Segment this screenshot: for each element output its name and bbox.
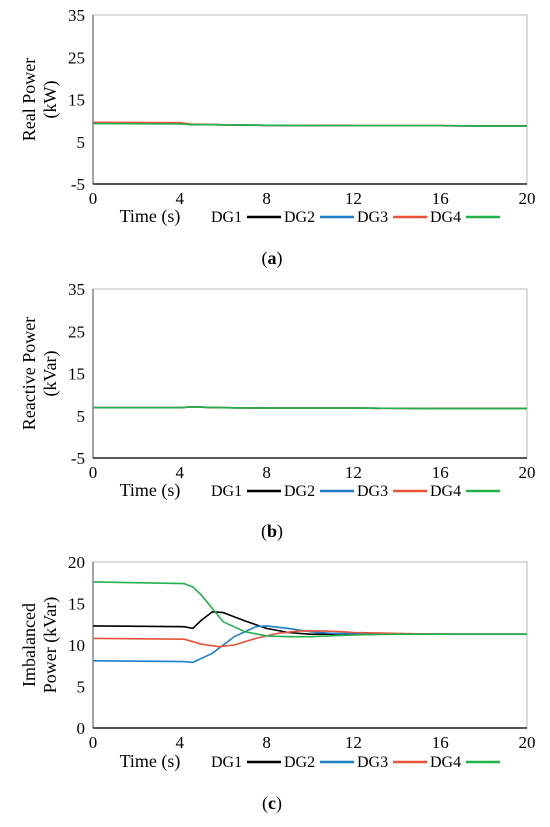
x-tick-label: 4 [176, 189, 185, 208]
panel-label-letter: c [268, 793, 276, 813]
legend-label-dg1: DG1 [211, 483, 242, 500]
legend-label-dg1: DG1 [211, 754, 242, 771]
y-tick-label: 0 [77, 719, 86, 738]
panel-label-close: ) [277, 521, 283, 542]
y-tick-label: 15 [68, 365, 85, 384]
panel-label-close: ) [277, 248, 283, 269]
x-axis-label: Time (s) [120, 206, 181, 227]
y-tick-label: 10 [68, 636, 85, 655]
panel-label-letter: a [268, 248, 277, 268]
x-tick-label: 12 [345, 463, 362, 482]
panel-label-letter: b [267, 521, 277, 541]
series-line-dg4 [92, 581, 527, 638]
y-tick-label: 5 [77, 133, 86, 152]
legend-label-dg4: DG4 [430, 483, 461, 500]
panel-label-close: ) [276, 793, 282, 814]
y-tick-label: -5 [71, 449, 85, 468]
series-line-dg3 [92, 630, 527, 648]
x-tick-label: 8 [262, 733, 271, 752]
y-tick-label: 5 [77, 407, 86, 426]
y-axis-label-line: Reactive Power [19, 317, 39, 430]
y-axis-label-line: Real Power [19, 58, 39, 141]
x-tick-label: 4 [176, 733, 185, 752]
legend-label-dg3: DG3 [357, 754, 388, 771]
panel-label-open: ( [262, 793, 268, 814]
y-tick-label: 5 [77, 678, 86, 697]
x-tick-label: 12 [345, 189, 362, 208]
x-tick-label: 20 [519, 733, 536, 752]
legend-label-dg3: DG3 [357, 483, 388, 500]
legend-label-dg2: DG2 [284, 209, 315, 226]
panel-label: (c) [262, 793, 282, 814]
x-tick-label: 16 [432, 463, 449, 482]
panel-label: (b) [261, 521, 283, 542]
x-tick-label: 20 [519, 189, 536, 208]
x-tick-label: 16 [432, 189, 449, 208]
y-tick-label: 25 [68, 48, 85, 67]
y-axis-label-line: (kVar) [40, 351, 61, 397]
y-tick-label: 35 [68, 280, 85, 299]
legend-label-dg4: DG4 [430, 754, 461, 771]
legend-label-dg2: DG2 [284, 754, 315, 771]
legend-label-dg3: DG3 [357, 209, 388, 226]
chart-panel-a: -5 5 15 25 35 0 4 8 12 16 20 Real Power(kW) Time (s)… [19, 6, 535, 269]
chart-panel-c: 0 5 10 15 20 0 4 8 12 16 20 ImbalancedPower (kVar) T… [19, 553, 535, 814]
x-axis-label: Time (s) [120, 480, 181, 501]
x-tick-label: 20 [519, 463, 536, 482]
x-tick-label: 4 [176, 463, 185, 482]
x-tick-label: 8 [262, 189, 271, 208]
panel-label: (a) [262, 248, 283, 269]
y-tick-label: 15 [68, 595, 85, 614]
plot-frame [92, 288, 528, 459]
legend-label-dg1: DG1 [211, 209, 242, 226]
x-tick-label: 8 [262, 463, 271, 482]
plot-frame [92, 14, 528, 185]
panel-label-open: ( [262, 248, 268, 269]
x-tick-label: 0 [89, 733, 98, 752]
x-tick-label: 0 [89, 189, 98, 208]
x-axis-label: Time (s) [120, 751, 181, 772]
x-tick-label: 16 [432, 733, 449, 752]
y-axis-label-line: Power (kVar) [40, 597, 61, 693]
chart-panel-b: -5 5 15 25 35 0 4 8 12 16 20 Reactive Power(kVar) Ti… [19, 280, 535, 542]
y-axis-label: Reactive Power(kVar) [19, 317, 61, 430]
x-tick-label: 0 [89, 463, 98, 482]
y-tick-label: 35 [68, 6, 85, 25]
series-line-dg4 [92, 122, 528, 127]
legend-label-dg4: DG4 [430, 209, 461, 226]
y-axis-label: Real Power(kW) [19, 58, 61, 141]
y-tick-label: 20 [68, 553, 85, 572]
plot-frame [92, 561, 528, 729]
panel-label-open: ( [261, 521, 267, 542]
y-tick-label: 15 [68, 91, 85, 110]
x-tick-label: 12 [345, 733, 362, 752]
y-axis-label: ImbalancedPower (kVar) [19, 597, 61, 693]
y-tick-label: 25 [68, 322, 85, 341]
y-axis-label-line: Imbalanced [19, 603, 39, 687]
y-tick-label: -5 [71, 175, 85, 194]
y-axis-label-line: (kW) [40, 81, 61, 119]
legend-label-dg2: DG2 [284, 483, 315, 500]
series-line-dg4 [93, 406, 527, 410]
